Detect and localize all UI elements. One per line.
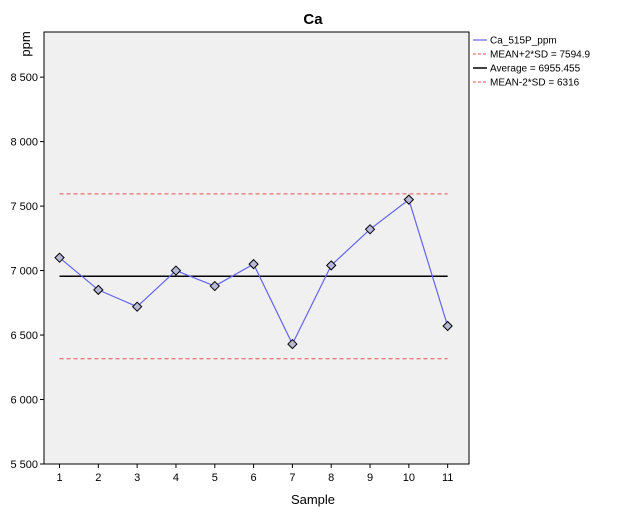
y-tick-label: 8 500 (10, 72, 38, 84)
data-point-marker (170, 265, 182, 276)
data-point-marker (364, 224, 376, 235)
y-tick-label: 7 000 (10, 266, 38, 278)
y-tick-label: 6 000 (10, 395, 38, 407)
x-tick-label: 1 (56, 472, 62, 484)
y-tick-label: 6 500 (10, 330, 38, 342)
y-tick-label: 7 500 (10, 201, 38, 213)
x-tick-label: 7 (289, 472, 295, 484)
y-tick-label: 5 500 (10, 459, 38, 471)
x-axis-title: Sample (291, 492, 335, 507)
chart-title: Ca (303, 11, 323, 28)
x-tick-label: 3 (134, 472, 140, 484)
x-tick-label: 9 (367, 472, 373, 484)
x-tick-label: 11 (442, 472, 453, 484)
data-point-marker (287, 338, 298, 350)
x-tick-label: 10 (403, 472, 415, 484)
y-axis: 5 500 6 000 6 500 7 000 7 500 8 000 8 500 (10, 72, 44, 471)
x-tick-label: 6 (251, 472, 257, 484)
legend-label: Ca_515P_ppm (490, 36, 557, 47)
x-tick-label: 2 (95, 472, 101, 484)
data-point-marker (93, 284, 104, 296)
plot-area (43, 31, 470, 465)
x-tick-label: 4 (173, 472, 179, 484)
data-point-marker (54, 252, 65, 263)
data-point-marker (248, 258, 259, 270)
y-axis-title: ppm (18, 31, 33, 56)
reference-lines (59, 193, 448, 360)
data-point-marker (209, 280, 220, 292)
legend-label: Average = 6955.455 (490, 64, 581, 75)
x-tick-label: 8 (328, 472, 334, 484)
y-tick-label: 8 000 (10, 137, 38, 149)
x-tick-label: 5 (212, 472, 218, 484)
legend-label: MEAN-2*SD = 6316 (490, 78, 580, 89)
data-point-marker (326, 260, 337, 271)
legend-label: MEAN+2*SD = 7594.9 (490, 50, 590, 61)
x-axis: 1 2 3 4 5 6 7 8 9 10 11 (56, 464, 453, 484)
data-point-marker (403, 194, 415, 205)
legend: Ca_515P_ppm MEAN+2*SD = 7594.9 Average = 6… (473, 36, 590, 89)
data-point-marker (131, 301, 143, 312)
data-point-marker (442, 320, 453, 332)
series-layer (54, 194, 453, 350)
